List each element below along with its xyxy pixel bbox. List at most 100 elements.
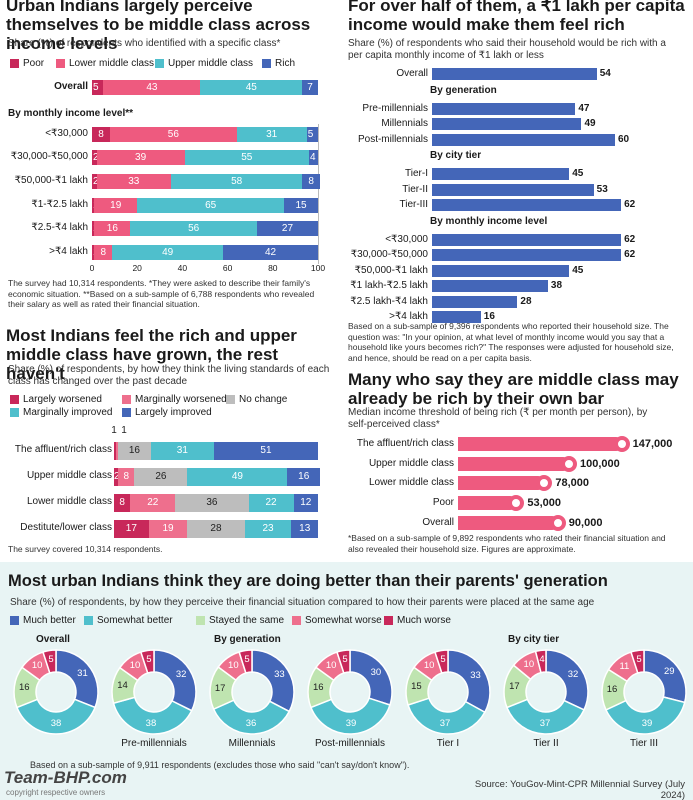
donut-chart: [13, 649, 99, 735]
p3-title: Most Indians feel the rich and upper mid…: [6, 326, 297, 383]
p5-group-tier: By city tier: [508, 634, 560, 645]
legend-item: Upper middle class: [155, 58, 253, 69]
legend-label: Largely worsened: [23, 394, 102, 405]
legend-swatch: [122, 408, 131, 417]
bar-end-marker: [508, 495, 525, 511]
donut-slice: [238, 649, 253, 674]
donut-slice: [153, 649, 197, 712]
bar-value: 53,000: [527, 497, 562, 509]
bar: [458, 496, 518, 510]
donut-value: 10: [31, 660, 43, 672]
bar-segment: 12: [293, 494, 318, 512]
legend-label: Rich: [275, 58, 296, 69]
legend-item: Much worse: [384, 615, 451, 626]
legend-swatch: [292, 616, 301, 625]
donut-caption: Post-millennials: [314, 738, 386, 749]
donut-chart: [111, 649, 197, 735]
donut-slice: [434, 649, 449, 674]
donut-value: 10: [523, 658, 535, 670]
bar-value: 38: [550, 280, 563, 291]
bar-segment: 58: [171, 174, 303, 189]
donut-value: 16: [18, 681, 30, 693]
bar-segment: 2: [92, 150, 97, 165]
legend-swatch: [155, 59, 164, 68]
bar-segment: 56: [130, 221, 257, 236]
gridline: [318, 124, 319, 264]
bar-value: 100,000: [580, 458, 620, 470]
bar-segment: 8: [118, 468, 135, 486]
bar-end-marker: [536, 475, 553, 491]
row-label: ₹2.5-₹4 lakh: [31, 222, 88, 233]
group-label: By monthly income level: [430, 215, 548, 227]
donut-slice: [139, 649, 155, 674]
legend-label: No change: [239, 394, 288, 405]
bar-segment: 16: [287, 468, 321, 486]
donut-caption: Tier III: [630, 738, 658, 749]
bar-segment: 2: [114, 468, 119, 486]
donut-value: 38: [145, 717, 157, 729]
bar-segment: 8: [114, 494, 131, 512]
bar-segment: 26: [134, 468, 188, 486]
bar-segment: 27: [256, 221, 318, 236]
p4-subtitle: Median income threshold of being rich (₹…: [348, 407, 648, 430]
bar-segment: 56: [110, 127, 237, 142]
bar-segment: 65: [137, 198, 285, 213]
axis-tick: 80: [268, 263, 278, 273]
row-label: Tier-III: [399, 199, 428, 210]
bar-segment: 51: [213, 442, 318, 460]
donut-slice: [604, 696, 686, 735]
bar: [432, 199, 622, 211]
axis-tick: 100: [310, 263, 326, 273]
row-label: Overall: [54, 81, 88, 92]
bar-end-marker: [561, 456, 577, 472]
donut-slice: [212, 699, 291, 735]
p2-title: For over half of them, a ₹1 lakh per cap…: [348, 0, 685, 34]
row-label: ₹30,000-₹50,000: [350, 249, 428, 260]
donut-slice: [447, 649, 491, 714]
donut-value: 15: [411, 680, 422, 692]
legend-label: Somewhat better: [97, 615, 173, 626]
legend-swatch: [56, 59, 65, 68]
bar-segment: 36: [175, 494, 249, 512]
donut-slice: [309, 697, 391, 735]
donut-value: 39: [345, 717, 357, 729]
row-label: ₹1 lakh-₹2.5 lakh: [350, 280, 428, 291]
bar-value: 53: [596, 183, 608, 195]
donut-value: 11: [619, 660, 630, 672]
legend-swatch: [196, 616, 205, 625]
bar-value: 62: [624, 249, 636, 260]
donut-caption: Tier II: [533, 738, 559, 749]
donut-chart: [405, 649, 491, 735]
row-label: ₹50,000-₹1 lakh: [354, 264, 428, 276]
bar: [432, 183, 594, 196]
donut-value: 5: [48, 654, 54, 666]
bar-segment: 5: [92, 80, 104, 95]
donut-value: 4: [539, 654, 545, 666]
legend-swatch: [10, 59, 19, 68]
legend-item: Marginally improved: [10, 407, 112, 418]
donut-slice: [112, 696, 193, 735]
bar-segment: 22: [130, 494, 176, 512]
bar-segment: 39: [96, 150, 185, 165]
bar-value: 49: [584, 118, 596, 129]
donut-value: 16: [606, 683, 618, 695]
row-label: Upper middle class: [368, 458, 454, 469]
legend-item: Largely improved: [122, 407, 212, 418]
legend-item: Rich: [262, 58, 295, 69]
donut-value: 37: [439, 717, 451, 729]
row-label: >₹4 lakh: [389, 311, 428, 322]
legend-label: Lower middle class: [69, 58, 155, 69]
p1-title: Urban Indians largely perceive themselve…: [6, 0, 311, 53]
legend-item: Lower middle class: [56, 58, 154, 69]
donut-value: 37: [539, 717, 551, 729]
bar-segment: 2: [92, 174, 97, 189]
donut-slice: [42, 649, 57, 674]
bar-segment: 55: [184, 150, 309, 165]
bar-value: 90,000: [568, 517, 603, 529]
legend-swatch: [10, 408, 19, 417]
legend-item: No change: [226, 394, 287, 405]
bar: [432, 133, 615, 146]
bar: [432, 264, 570, 277]
bar-segment: 31: [150, 442, 214, 460]
legend-item: Somewhat worse: [292, 615, 382, 626]
